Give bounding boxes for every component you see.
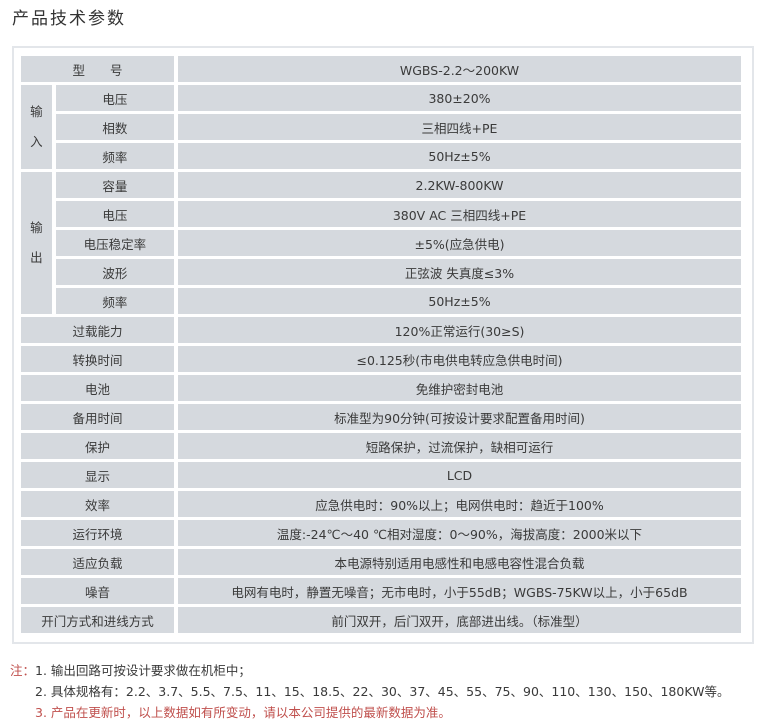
row-label: 过载能力 — [21, 317, 174, 343]
row-value: LCD — [178, 462, 741, 488]
output-group-label: 输 出 — [21, 172, 52, 314]
spec-table: 型 号 WGBS-2.2～200KW 输 入电压 380±20% 相数 三相四线+PE 频率… — [17, 53, 745, 636]
table-row: 频率 50Hz±5% — [21, 143, 741, 169]
table-frame — [12, 46, 754, 644]
row-label: 电池 — [21, 375, 174, 401]
row-label: 波形 — [55, 259, 174, 285]
row-value: 三相四线+PE — [178, 114, 741, 140]
row-label: 相数 — [55, 114, 174, 140]
table-row: 电压 380V AC 三相四线+PE — [21, 201, 741, 227]
row-value: 380±20% — [178, 85, 741, 111]
row-label: 效率 — [21, 491, 174, 517]
table-row: 适应负载 本电源特别适用电感性和电感电容性混合负载 — [21, 549, 741, 575]
row-value: 本电源特别适用电感性和电感电容性混合负载 — [178, 549, 741, 575]
table-row: 型 号 WGBS-2.2～200KW — [21, 56, 741, 82]
input-group-label: 输 入 — [21, 85, 52, 169]
table-row: 备用时间 标准型为90分钟(可按设计要求配置备用时间) — [21, 404, 741, 430]
row-value: 免维护密封电池 — [178, 375, 741, 401]
table-row: 显示 LCD — [21, 462, 741, 488]
table-row: 转换时间 ≤0.125秒(市电供电转应急供电时间) — [21, 346, 741, 372]
note-1: 1. 输出回路可按设计要求做在机柜中； — [35, 663, 251, 678]
row-value: 标准型为90分钟(可按设计要求配置备用时间) — [178, 404, 741, 430]
table-row: 输 出容量 2.2KW-800KW — [21, 172, 741, 314]
row-value: 2.2KW-800KW — [178, 172, 741, 198]
row-label: 容量 — [55, 172, 174, 198]
row-label: 频率 — [55, 143, 174, 169]
table-row: 保护 短路保护，过流保护，缺相可运行 — [21, 433, 741, 459]
table-row: 相数 三相四线+PE — [21, 114, 741, 140]
row-label: 转换时间 — [21, 346, 174, 372]
row-label: 保护 — [21, 433, 174, 459]
table-row: 噪音 电网有电时，静置无噪音；无市电时，小于55dB；WGBS-75KW以上，小于… — [21, 578, 741, 604]
row-label: 型 号 — [21, 56, 174, 82]
notes-prefix: 注： — [10, 663, 36, 678]
note-2: 2. 具体规格有：2.2、3.7、5.5、7.5、11、15、18.5、22、3… — [35, 684, 730, 699]
row-label: 电压 — [55, 85, 174, 111]
row-label: 适应负载 — [21, 549, 174, 575]
row-label: 电压稳定率 — [55, 230, 174, 256]
table-row: 输 入电压 380±20% — [21, 85, 741, 169]
table-row: 电池 免维护密封电池 — [21, 375, 741, 401]
row-value: ±5%(应急供电) — [178, 230, 741, 256]
table-row: 电压稳定率 ±5%(应急供电) — [21, 230, 741, 256]
table-row: 运行环境 温度:-24℃～40 ℃相对湿度：0～90%，海拔高度：2000米以下 — [21, 520, 741, 546]
row-label: 备用时间 — [21, 404, 174, 430]
row-value: 380V AC 三相四线+PE — [178, 201, 741, 227]
row-label: 显示 — [21, 462, 174, 488]
row-label: 开门方式和进线方式 — [21, 607, 174, 633]
row-value: 120%正常运行(30≥S) — [178, 317, 741, 343]
table-row: 开门方式和进线方式 前门双开，后门双开，底部进出线。（标准型） — [21, 607, 741, 633]
notes: 注：1. 输出回路可按设计要求做在机柜中； 2. 具体规格有：2.2、3.7、5… — [10, 660, 729, 723]
row-value: 正弦波 失真度≤3% — [178, 259, 741, 285]
row-value: WGBS-2.2～200KW — [178, 56, 741, 82]
row-value: 短路保护，过流保护，缺相可运行 — [178, 433, 741, 459]
row-label: 频率 — [55, 288, 174, 314]
row-label: 运行环境 — [21, 520, 174, 546]
table-row: 过载能力 120%正常运行(30≥S) — [21, 317, 741, 343]
row-value: 应急供电时：90%以上；电网供电时：趋近于100% — [178, 491, 741, 517]
table-row: 效率 应急供电时：90%以上；电网供电时：趋近于100% — [21, 491, 741, 517]
row-value: 前门双开，后门双开，底部进出线。（标准型） — [178, 607, 741, 633]
note-3: 3. 产品在更新时，以上数据如有所变动，请以本公司提供的最新数据为准。 — [35, 705, 451, 720]
page-title: 产品技术参数 — [12, 9, 126, 29]
table-row: 波形 正弦波 失真度≤3% — [21, 259, 741, 285]
table-row: 频率 50Hz±5% — [21, 288, 741, 314]
row-value: 电网有电时，静置无噪音；无市电时，小于55dB；WGBS-75KW以上，小于65… — [178, 578, 741, 604]
row-label: 电压 — [55, 201, 174, 227]
row-value: 温度:-24℃～40 ℃相对湿度：0～90%，海拔高度：2000米以下 — [178, 520, 741, 546]
row-value: ≤0.125秒(市电供电转应急供电时间) — [178, 346, 741, 372]
row-value: 50Hz±5% — [178, 288, 741, 314]
row-value: 50Hz±5% — [178, 143, 741, 169]
row-label: 噪音 — [21, 578, 174, 604]
